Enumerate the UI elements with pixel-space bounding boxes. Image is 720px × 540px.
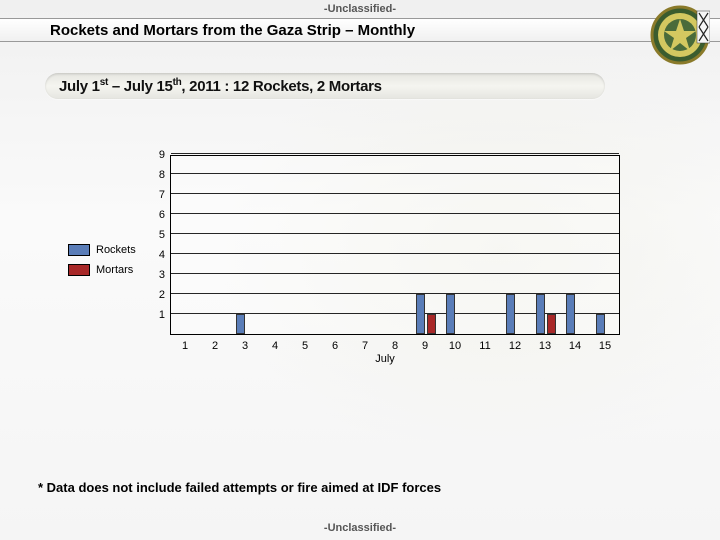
bar-chart: 123456789 123456789101112131415 July: [150, 155, 620, 360]
x-tick-label: 1: [170, 340, 200, 352]
y-tick-label: 3: [145, 269, 165, 281]
legend-swatch-rockets: [68, 244, 90, 256]
bar-rockets: [506, 294, 515, 334]
y-tick-label: 6: [145, 209, 165, 221]
classification-bottom: -Unclassified-: [0, 522, 720, 534]
y-tick-label: 4: [145, 249, 165, 261]
bar-rockets: [596, 314, 605, 334]
grid-line: [171, 233, 619, 234]
legend-item-rockets: Rockets: [68, 240, 136, 260]
footnote: * Data does not include failed attempts …: [38, 480, 441, 495]
y-tick-label: 5: [145, 229, 165, 241]
grid-line: [171, 273, 619, 274]
grid-line: [171, 153, 619, 154]
subtitle-mid: – July 15: [108, 78, 173, 95]
legend-swatch-mortars: [68, 264, 90, 276]
x-tick-label: 12: [500, 340, 530, 352]
x-tick-label: 3: [230, 340, 260, 352]
y-tick-label: 1: [145, 309, 165, 321]
grid-line: [171, 213, 619, 214]
x-tick-label: 2: [200, 340, 230, 352]
page-title: Rockets and Mortars from the Gaza Strip …: [50, 22, 415, 39]
x-tick-label: 7: [350, 340, 380, 352]
bar-mortars: [427, 314, 436, 334]
legend-item-mortars: Mortars: [68, 260, 136, 280]
chart-legend: Rockets Mortars: [68, 240, 136, 280]
grid-line: [171, 193, 619, 194]
bar-rockets: [236, 314, 245, 334]
subtitle: July 1st – July 15th, 2011 : 12 Rockets,…: [45, 73, 605, 99]
x-tick-label: 4: [260, 340, 290, 352]
plot-area: [170, 155, 620, 335]
bar-rockets: [566, 294, 575, 334]
x-tick-label: 9: [410, 340, 440, 352]
emblem-logo: [650, 5, 710, 65]
y-tick-label: 9: [145, 149, 165, 161]
legend-label-rockets: Rockets: [96, 244, 136, 256]
subtitle-suffix: , 2011 : 12 Rockets, 2 Mortars: [181, 78, 381, 95]
grid-line: [171, 173, 619, 174]
subtitle-prefix: July 1: [59, 78, 100, 95]
title-bar: Rockets and Mortars from the Gaza Strip …: [0, 18, 720, 42]
bar-rockets: [536, 294, 545, 334]
x-tick-label: 10: [440, 340, 470, 352]
x-tick-label: 11: [470, 340, 500, 352]
x-tick-label: 5: [290, 340, 320, 352]
y-tick-label: 7: [145, 189, 165, 201]
legend-label-mortars: Mortars: [96, 264, 133, 276]
x-tick-label: 8: [380, 340, 410, 352]
bar-rockets: [416, 294, 425, 334]
grid-line: [171, 253, 619, 254]
y-tick-label: 8: [145, 169, 165, 181]
x-tick-label: 15: [590, 340, 620, 352]
x-tick-label: 6: [320, 340, 350, 352]
bar-mortars: [547, 314, 556, 334]
x-axis-title: July: [150, 353, 620, 365]
bar-rockets: [446, 294, 455, 334]
x-tick-label: 13: [530, 340, 560, 352]
classification-top: -Unclassified-: [0, 3, 720, 15]
y-tick-label: 2: [145, 289, 165, 301]
subtitle-sup1: st: [100, 77, 108, 88]
x-tick-label: 14: [560, 340, 590, 352]
grid-line: [171, 293, 619, 294]
